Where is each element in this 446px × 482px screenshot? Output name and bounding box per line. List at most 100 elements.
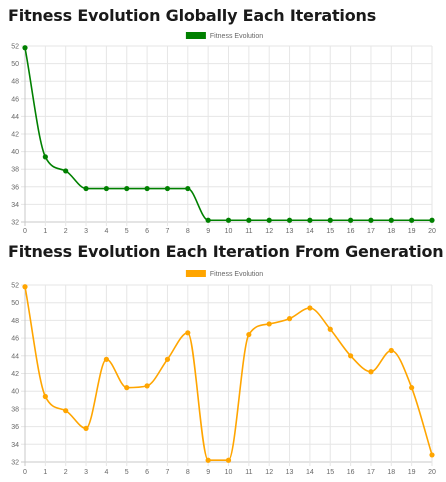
x-tick-label: 19 <box>408 228 416 235</box>
x-tick-label: 13 <box>286 469 294 476</box>
y-tick-label: 40 <box>11 389 19 396</box>
data-point <box>144 383 150 389</box>
chart-section-generation: Fitness Evolution Each Iteration From Ge… <box>0 238 446 482</box>
data-point <box>368 217 374 223</box>
data-point <box>42 154 48 160</box>
x-tick-label: 0 <box>23 469 27 476</box>
y-tick-label: 52 <box>11 283 19 290</box>
x-tick-label: 5 <box>125 228 129 235</box>
y-tick-label: 42 <box>11 371 19 378</box>
data-point <box>307 217 313 223</box>
data-point <box>286 217 293 223</box>
x-tick-label: 17 <box>367 228 375 235</box>
y-tick-label: 42 <box>11 132 19 139</box>
data-point <box>368 369 374 375</box>
legend-swatch <box>185 32 206 39</box>
y-tick-label: 46 <box>11 96 19 103</box>
x-tick-label: 6 <box>145 469 149 476</box>
y-tick-label: 44 <box>11 353 19 360</box>
data-point <box>246 217 252 223</box>
y-tick-label: 32 <box>11 460 19 467</box>
x-tick-label: 3 <box>84 469 88 476</box>
data-point <box>83 185 89 192</box>
x-tick-label: 5 <box>125 469 129 476</box>
x-tick-label: 17 <box>367 469 375 476</box>
x-tick-label: 14 <box>306 228 314 235</box>
x-tick-label: 11 <box>245 228 252 235</box>
data-point <box>185 330 191 336</box>
data-point <box>388 217 394 223</box>
x-tick-label: 8 <box>186 228 190 235</box>
data-point <box>103 356 109 362</box>
data-point <box>164 356 171 362</box>
y-tick-label: 48 <box>11 79 19 86</box>
y-tick-label: 36 <box>11 184 19 191</box>
data-point <box>348 217 354 223</box>
y-tick-label: 48 <box>11 318 19 325</box>
data-point <box>388 347 394 354</box>
y-tick-label: 46 <box>11 336 19 343</box>
y-tick-label: 36 <box>11 424 19 431</box>
x-tick-label: 2 <box>64 228 68 235</box>
data-point <box>266 321 272 327</box>
legend-swatch <box>185 270 206 277</box>
data-point <box>185 185 191 192</box>
x-tick-label: 9 <box>206 469 210 476</box>
chart-title-generation: Fitness Evolution Each Iteration From Ge… <box>8 242 444 261</box>
x-tick-label: 16 <box>347 469 355 476</box>
x-tick-label: 1 <box>43 228 47 235</box>
y-tick-label: 38 <box>11 167 19 174</box>
x-tick-label: 9 <box>206 228 210 235</box>
x-tick-label: 0 <box>23 228 27 235</box>
x-tick-label: 11 <box>245 469 252 476</box>
data-point <box>22 284 28 290</box>
x-tick-label: 15 <box>326 228 334 235</box>
data-point <box>429 217 435 223</box>
x-tick-label: 12 <box>265 228 273 235</box>
x-tick-label: 7 <box>165 469 169 476</box>
x-tick-label: 15 <box>326 469 334 476</box>
data-point <box>205 457 211 463</box>
legend-label: Fitness Evolution <box>210 271 263 278</box>
data-point <box>103 185 109 192</box>
data-point <box>307 305 313 311</box>
x-tick-label: 7 <box>165 228 169 235</box>
data-point <box>42 393 48 400</box>
x-tick-label: 20 <box>428 228 436 235</box>
data-point <box>327 217 333 223</box>
data-point <box>63 408 69 414</box>
y-tick-label: 44 <box>11 114 19 121</box>
y-tick-label: 40 <box>11 149 19 156</box>
x-tick-label: 14 <box>306 469 314 476</box>
data-point <box>225 457 232 463</box>
data-point <box>409 217 415 223</box>
legend-label: Fitness Evolution <box>210 33 263 40</box>
data-point <box>164 185 171 192</box>
x-tick-label: 4 <box>104 469 108 476</box>
x-tick-label: 2 <box>64 469 68 476</box>
y-tick-label: 32 <box>11 220 19 227</box>
data-point <box>63 168 69 174</box>
data-point <box>124 385 130 391</box>
x-tick-label: 20 <box>428 469 436 476</box>
x-tick-label: 16 <box>347 228 355 235</box>
data-point <box>83 425 89 431</box>
y-tick-label: 50 <box>11 61 19 68</box>
data-point <box>409 385 415 391</box>
x-tick-label: 4 <box>104 228 108 235</box>
x-tick-label: 3 <box>84 228 88 235</box>
data-point <box>429 452 435 458</box>
data-point <box>266 217 272 223</box>
data-point <box>205 217 211 223</box>
chart-title-global: Fitness Evolution Globally Each Iteratio… <box>8 6 377 25</box>
y-tick-label: 50 <box>11 300 19 307</box>
x-tick-label: 1 <box>43 469 47 476</box>
data-point <box>225 217 232 223</box>
x-tick-label: 13 <box>286 228 294 235</box>
x-tick-label: 8 <box>186 469 190 476</box>
data-point <box>144 185 150 192</box>
x-tick-label: 18 <box>387 228 395 235</box>
y-tick-label: 52 <box>11 44 19 51</box>
